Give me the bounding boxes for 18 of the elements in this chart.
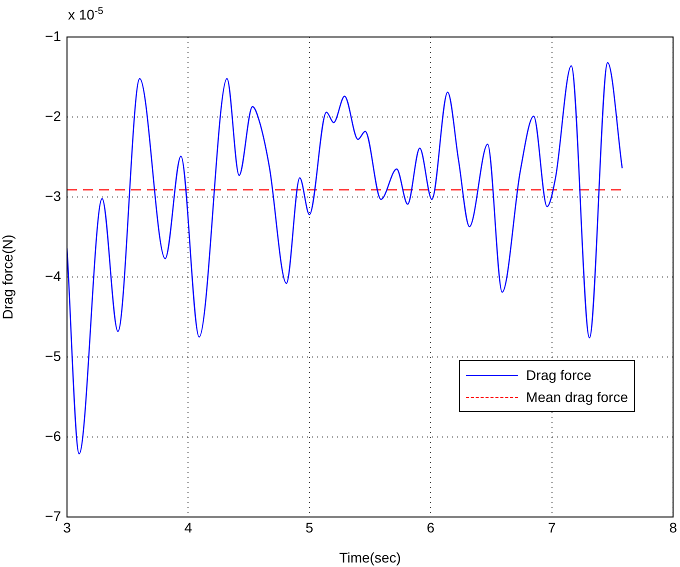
legend-label: Mean drag force bbox=[526, 389, 628, 405]
y-tick-label: −6 bbox=[45, 428, 62, 444]
y-axis-title: Drag force(N) bbox=[0, 234, 16, 320]
x-tick-label: 4 bbox=[184, 519, 192, 536]
y-tick-label: −5 bbox=[45, 348, 62, 364]
x-tick-label: 8 bbox=[669, 519, 678, 536]
x-axis-title: Time(sec) bbox=[339, 549, 401, 566]
y-tick-label: −1 bbox=[45, 28, 62, 44]
legend-label: Drag force bbox=[526, 367, 592, 383]
x-tick-label: 5 bbox=[306, 519, 314, 536]
y-tick-label: −7 bbox=[45, 508, 62, 524]
x-tick-label: 3 bbox=[63, 519, 72, 536]
y-tick-label: −2 bbox=[45, 108, 62, 124]
x-tick-label: 6 bbox=[426, 519, 435, 536]
y-tick-label: −4 bbox=[45, 268, 62, 284]
x-tick-label: 7 bbox=[548, 519, 556, 536]
text: x 10$^{-5}$ bbox=[68, 6, 104, 23]
y-tick-label: −3 bbox=[45, 188, 62, 204]
